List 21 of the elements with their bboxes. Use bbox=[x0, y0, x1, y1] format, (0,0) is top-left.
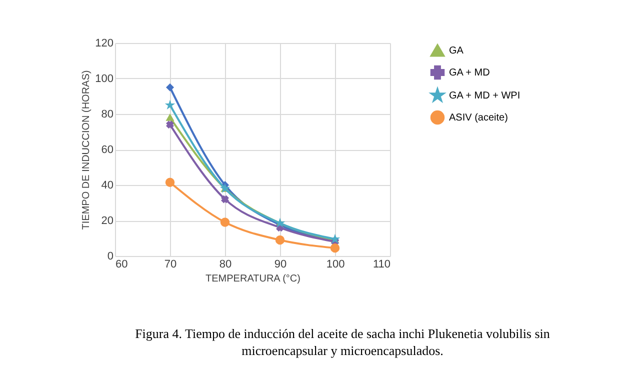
x-tick-label: 70 bbox=[164, 258, 177, 270]
x-tick-label: 90 bbox=[274, 258, 287, 270]
x-tick-label: 100 bbox=[326, 258, 345, 270]
x-tick-label: 60 bbox=[116, 258, 128, 270]
legend-label: ASIV (aceite) bbox=[449, 112, 508, 124]
legend-label: GA + MD + WPI bbox=[449, 90, 520, 102]
text: Figura 4. Tiempo de inducción del aceite de sacha inchi Plukenetia volubilis sin bbox=[135, 326, 550, 341]
legend-label: GA + MD bbox=[449, 68, 490, 78]
y-tick-label: 20 bbox=[101, 215, 114, 227]
y-tick-label: 40 bbox=[101, 180, 114, 192]
y-tick-label: 0 bbox=[107, 250, 114, 262]
y-tick-label: 60 bbox=[101, 144, 114, 156]
x-tick-label: 110 bbox=[372, 258, 390, 270]
text: microencapsular y microencapsulados. bbox=[242, 343, 444, 358]
y-tick-label: 120 bbox=[95, 38, 114, 50]
y-axis-title: TIEMPO DE INDUCCION (HORAS) bbox=[81, 70, 92, 230]
x-axis-title: TEMPERATURA (°C) bbox=[206, 274, 300, 284]
y-tick-label: 100 bbox=[95, 73, 114, 85]
legend-label: GA bbox=[449, 46, 464, 56]
x-tick-label: 80 bbox=[219, 258, 232, 270]
y-tick-label: 80 bbox=[101, 108, 114, 120]
